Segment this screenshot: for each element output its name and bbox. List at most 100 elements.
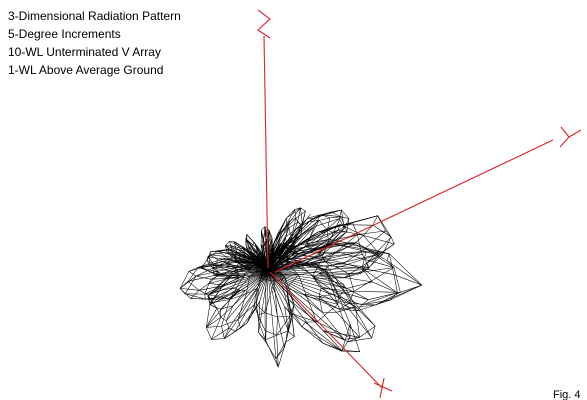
mesh-facet <box>311 209 342 220</box>
mesh-facet <box>271 231 283 255</box>
mesh-facet <box>286 274 299 289</box>
mesh-facet <box>360 251 370 268</box>
mesh-facet <box>269 253 275 266</box>
mesh-facet <box>285 247 296 254</box>
mesh-facet <box>246 239 257 253</box>
mesh-facet <box>357 234 362 252</box>
mesh-facet <box>195 266 238 277</box>
mesh-meridian <box>204 260 269 299</box>
y-axis-line <box>274 139 554 273</box>
mesh-facet <box>180 288 200 291</box>
mesh-facet <box>246 249 249 251</box>
mesh-facet <box>259 261 262 267</box>
mesh-facet <box>339 224 364 236</box>
mesh-facet <box>246 306 257 323</box>
mesh-facet <box>268 257 271 268</box>
mesh-facet <box>198 260 226 268</box>
mesh-facet <box>237 264 258 271</box>
mesh-facet <box>295 242 357 252</box>
x-letter-glyph-a <box>373 382 393 392</box>
mesh-spoke <box>267 266 304 273</box>
mesh-facet <box>318 253 326 263</box>
z-letter-glyph <box>257 9 271 39</box>
mesh-facet <box>388 253 422 286</box>
mesh-facet <box>286 287 293 318</box>
mesh-facet <box>218 251 231 261</box>
mesh-facet <box>246 249 260 261</box>
mesh-facet <box>318 273 348 289</box>
mesh-facet <box>275 341 287 359</box>
mesh-facet <box>206 259 215 266</box>
mesh-facet <box>270 249 284 265</box>
mesh-spoke <box>267 254 322 273</box>
mesh-facet <box>272 267 286 278</box>
mesh-facet <box>224 319 239 339</box>
figure-label: Fig. 4 <box>553 389 581 400</box>
mesh-facet <box>279 252 283 265</box>
mesh-facet <box>238 255 250 263</box>
mesh-facet <box>231 265 261 275</box>
mesh-facet <box>245 238 247 240</box>
mesh-facet <box>260 260 264 262</box>
mesh-facet <box>257 278 262 289</box>
mesh-facet <box>263 226 266 240</box>
caption-line-1: 3-Dimensional Radiation Pattern <box>8 9 181 23</box>
mesh-facet <box>353 267 395 292</box>
mesh-facet <box>322 257 363 269</box>
caption-line-4: 1-WL Above Average Ground <box>8 63 163 77</box>
mesh-facet <box>339 304 376 310</box>
mesh-facet <box>282 218 296 233</box>
mesh-facet <box>317 215 378 233</box>
mesh-facet <box>278 232 318 259</box>
mesh-facet <box>245 238 252 247</box>
mesh-facet <box>234 241 247 250</box>
mesh-facet <box>212 265 237 269</box>
mesh-facet <box>260 261 267 268</box>
mesh-spoke <box>260 271 269 282</box>
mesh-facet <box>318 253 380 274</box>
mesh-spoke <box>267 271 292 276</box>
mesh-facet <box>207 273 233 297</box>
mesh-facet <box>312 258 323 277</box>
mesh-facet <box>253 242 256 245</box>
mesh-facet <box>249 268 266 277</box>
mesh-facet <box>287 247 305 254</box>
mesh-facet <box>316 264 345 291</box>
mesh-facet <box>224 327 230 339</box>
mesh-facet <box>318 296 323 313</box>
mesh-facet <box>257 253 260 265</box>
mesh-facet <box>214 265 240 271</box>
mesh-facet <box>268 230 273 239</box>
mesh-facet <box>209 289 241 305</box>
mesh-facet <box>264 281 275 313</box>
mesh-facet <box>278 243 334 264</box>
mesh-facet <box>218 274 240 276</box>
mesh-facet <box>279 264 317 266</box>
mesh-facet <box>260 260 267 266</box>
y-letter-glyph-stem <box>559 136 570 148</box>
mesh-meridian <box>267 239 380 279</box>
mesh-facet <box>260 244 264 256</box>
mesh-facet <box>265 334 277 341</box>
mesh-facet <box>255 244 264 262</box>
mesh-facet <box>323 330 360 338</box>
mesh-facet <box>341 209 345 229</box>
mesh-facet <box>343 290 373 339</box>
mesh-facet <box>256 306 259 315</box>
coordinate-axes <box>257 9 582 399</box>
mesh-facet <box>260 257 265 261</box>
mesh-facet <box>291 313 317 323</box>
mesh-facet <box>277 257 289 259</box>
mesh-facet <box>225 245 239 256</box>
mesh-facet <box>237 269 240 278</box>
mesh-facet <box>270 242 273 246</box>
mesh-facet <box>218 249 229 252</box>
mesh-spoke <box>267 263 291 273</box>
mesh-facet <box>236 261 241 267</box>
mesh-facet <box>295 218 302 227</box>
mesh-facet <box>286 207 301 219</box>
mesh-facet <box>269 255 273 260</box>
mesh-facet <box>230 245 246 254</box>
mesh-spoke <box>248 262 269 273</box>
mesh-facet <box>269 259 272 264</box>
